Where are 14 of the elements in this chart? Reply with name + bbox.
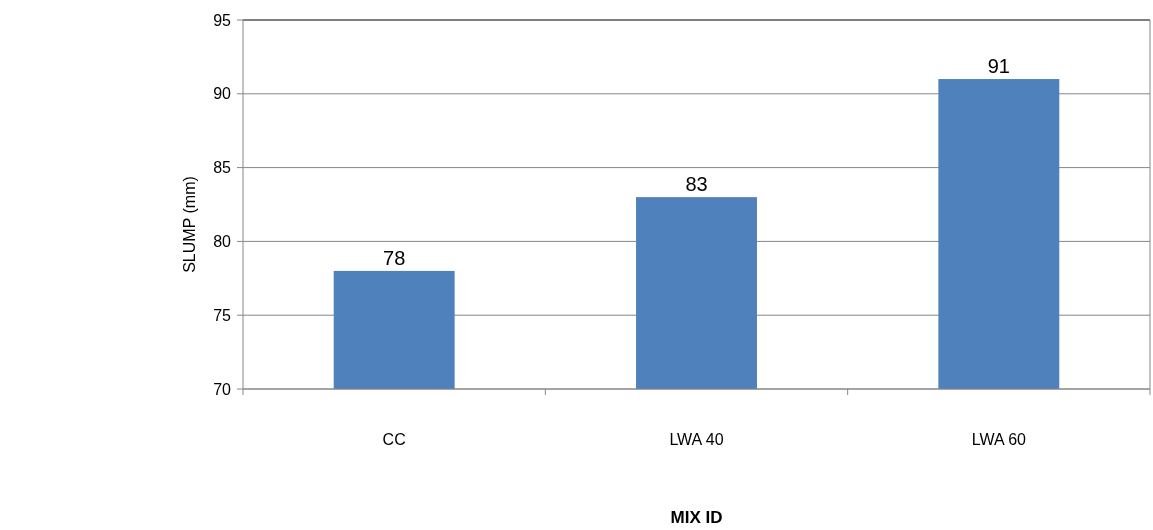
x-tick-label: LWA 40: [669, 431, 724, 448]
y-axis-title: SLUMP (mm): [181, 176, 198, 273]
x-tick-label: LWA 60: [971, 431, 1027, 448]
data-label: 78: [383, 246, 406, 269]
y-tick-label: 95: [213, 11, 232, 29]
x-tick-label: CC: [382, 431, 406, 448]
x-axis-title: MIX ID: [670, 508, 723, 527]
data-label: 83: [685, 173, 708, 196]
y-tick-label: 85: [213, 159, 232, 177]
y-tick-label: 75: [213, 306, 232, 324]
y-tick-label: 80: [213, 233, 232, 250]
data-label: 91: [987, 55, 1010, 78]
y-tick-label: 70: [213, 380, 232, 398]
y-tick-label: 90: [213, 85, 232, 103]
